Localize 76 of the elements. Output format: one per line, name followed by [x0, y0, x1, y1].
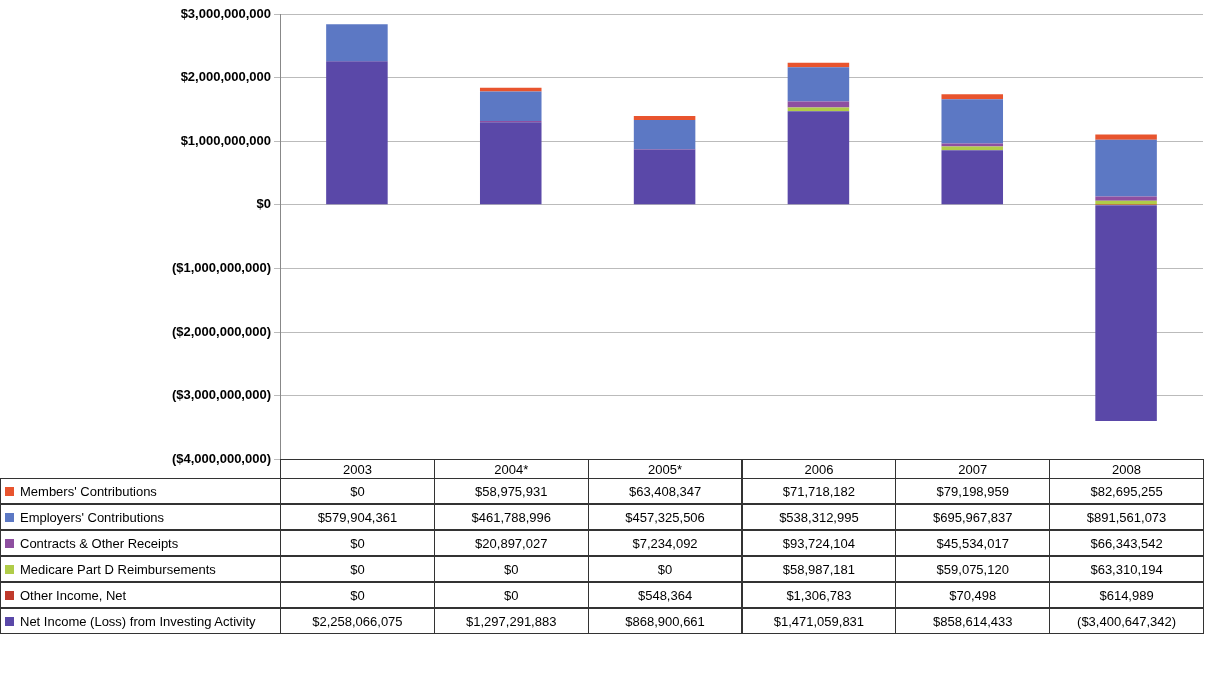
data-label: $0 [280, 478, 435, 505]
data-label: $82,695,255 [1049, 478, 1204, 505]
legend-label: Contracts & Other Receipts [20, 535, 179, 551]
data-label: $0 [280, 530, 435, 557]
data-label: $63,310,194 [1049, 556, 1204, 583]
y-tick-label: ($2,000,000,000) [171, 323, 271, 339]
y-tick-label: ($3,000,000,000) [171, 387, 271, 403]
bar [1095, 134, 1157, 140]
bar [787, 67, 850, 102]
bar [1095, 205, 1157, 422]
data-label: $1,306,783 [741, 582, 897, 609]
bar [633, 115, 696, 120]
y-tick-label: ($4,000,000,000) [171, 450, 271, 466]
data-label: $66,343,542 [1049, 530, 1204, 557]
data-label: $70,498 [895, 582, 1051, 609]
bar [787, 107, 850, 112]
y-tick-label: $1,000,000,000 [180, 132, 271, 148]
x-tick-label: 2005* [587, 459, 743, 480]
x-tick-label: 2007 [895, 459, 1051, 480]
data-label: $58,987,181 [741, 556, 897, 583]
bar [787, 111, 850, 205]
bar [326, 61, 388, 205]
data-label: $2,258,066,075 [280, 608, 435, 635]
data-label: $59,075,120 [895, 556, 1051, 583]
x-tick-label: 2006 [741, 459, 897, 480]
data-label: $58,975,931 [433, 478, 589, 505]
bar [1095, 196, 1157, 201]
y-tick-label: ($1,000,000,000) [171, 259, 271, 275]
x-tick-label: 2004* [433, 459, 589, 480]
x-tick-label: 2008 [1049, 459, 1204, 480]
data-label: $695,967,837 [895, 504, 1051, 531]
data-label: $0 [433, 582, 589, 609]
legend-label: Medicare Part D Reimbursements [20, 561, 216, 577]
x-tick-label: 2003 [280, 459, 435, 480]
bar [941, 146, 1004, 151]
legend-label: Employers' Contributions [20, 509, 165, 525]
bar [787, 101, 850, 108]
data-label: $0 [433, 556, 589, 583]
bar [941, 94, 1004, 100]
data-label: ($3,400,647,342) [1049, 608, 1204, 635]
data-label: $891,561,073 [1049, 504, 1204, 531]
bar [479, 122, 542, 205]
data-label: $45,534,017 [895, 530, 1051, 557]
data-label: $579,904,361 [280, 504, 435, 531]
data-label: $0 [280, 582, 435, 609]
bar [1095, 139, 1157, 197]
data-label: $858,614,433 [895, 608, 1051, 635]
data-label: $79,198,959 [895, 478, 1051, 505]
data-label: $93,724,104 [741, 530, 897, 557]
data-label: $868,900,661 [587, 608, 743, 635]
legend-label: Other Income, Net [20, 587, 127, 603]
data-label: $0 [280, 556, 435, 583]
data-label: $1,471,059,831 [741, 608, 897, 635]
y-tick-label: $2,000,000,000 [180, 69, 271, 85]
data-label: $614,989 [1049, 582, 1204, 609]
bar [326, 24, 388, 62]
y-tick-label: $3,000,000,000 [180, 5, 271, 21]
data-label: $0 [587, 556, 743, 583]
data-label: $71,718,182 [741, 478, 897, 505]
data-label: $63,408,347 [587, 478, 743, 505]
data-label: $20,897,027 [433, 530, 589, 557]
bar [633, 149, 696, 205]
data-label: $1,297,291,883 [433, 608, 589, 635]
legend-label: Members' Contributions [20, 483, 157, 499]
data-label: $457,325,506 [587, 504, 743, 531]
bar [479, 87, 542, 92]
bar [479, 91, 542, 121]
data-label: $7,234,092 [587, 530, 743, 557]
data-label: $548,364 [587, 582, 743, 609]
data-label: $461,788,996 [433, 504, 589, 531]
data-label: $538,312,995 [741, 504, 897, 531]
bar [941, 150, 1004, 205]
y-tick-label: $0 [256, 196, 271, 212]
bar [941, 99, 1004, 144]
bar [633, 119, 696, 150]
legend-label: Net Income (Loss) from Investing Activity [20, 613, 256, 629]
